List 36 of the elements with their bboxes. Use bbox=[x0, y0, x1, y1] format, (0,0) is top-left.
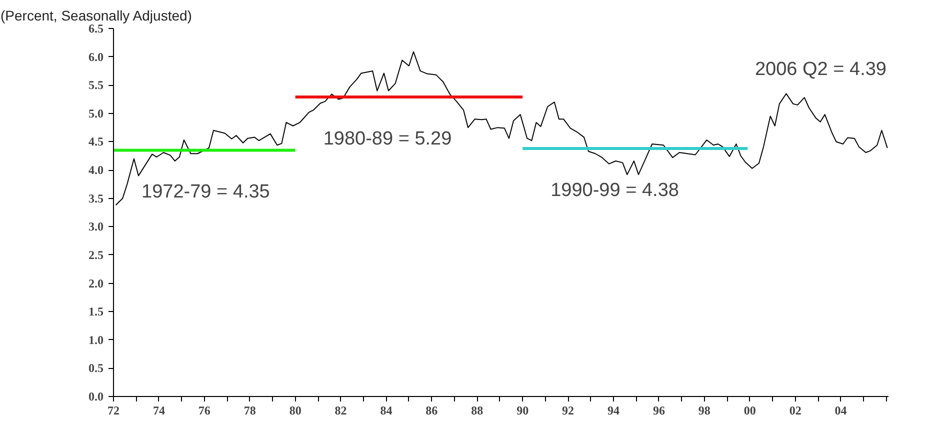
x-tick-label: 86 bbox=[426, 404, 438, 418]
x-tick-label: 94 bbox=[608, 404, 620, 418]
y-tick-label: 2.0 bbox=[88, 276, 104, 290]
x-tick-label: 98 bbox=[698, 404, 710, 418]
y-tick-label: 1.0 bbox=[88, 332, 104, 347]
x-tick-label: 72 bbox=[108, 404, 120, 418]
x-tick-label: 04 bbox=[834, 404, 847, 418]
x-tick-label: 80 bbox=[289, 404, 302, 418]
y-tick-label: 2.5 bbox=[88, 248, 104, 262]
x-tick-label: 84 bbox=[380, 404, 392, 418]
x-tick-label: 82 bbox=[334, 404, 347, 418]
y-tick-label: 1.5 bbox=[88, 304, 104, 319]
series-label: 1990-99 = 4.38 bbox=[550, 180, 679, 202]
x-tick-label: 96 bbox=[652, 404, 665, 418]
annotation: 2006 Q2 = 4.39 bbox=[754, 59, 887, 80]
y-tick-label: 0.0 bbox=[88, 390, 104, 404]
x-tick-label: 74 bbox=[152, 404, 165, 418]
x-tick-label: 78 bbox=[244, 404, 256, 418]
y-tick-label: 3.5 bbox=[88, 191, 104, 206]
y-tick-label: 3.0 bbox=[88, 220, 104, 234]
x-tick-label: 02 bbox=[789, 404, 802, 418]
x-tick-label: 76 bbox=[198, 404, 210, 418]
y-tick-label: 5.5 bbox=[88, 78, 104, 92]
x-tick-label: 92 bbox=[562, 404, 574, 418]
chart-title: (Percent, Seasonally Adjusted) bbox=[0, 8, 192, 24]
y-tick-label: 6.0 bbox=[88, 50, 104, 64]
x-tick-label: 88 bbox=[471, 404, 484, 418]
x-tick-label: 00 bbox=[744, 404, 756, 418]
y-tick-label: 4.0 bbox=[88, 163, 104, 178]
y-tick-label: 5.0 bbox=[88, 106, 104, 120]
y-tick-label: 4.5 bbox=[88, 134, 104, 149]
series-label: 1980-89 = 5.29 bbox=[323, 128, 452, 150]
series-label: 1972-79 = 4.35 bbox=[142, 182, 270, 203]
x-tick-label: 90 bbox=[516, 404, 529, 418]
y-tick-label: 0.5 bbox=[88, 361, 104, 376]
y-tick-label: 6.5 bbox=[88, 22, 104, 36]
